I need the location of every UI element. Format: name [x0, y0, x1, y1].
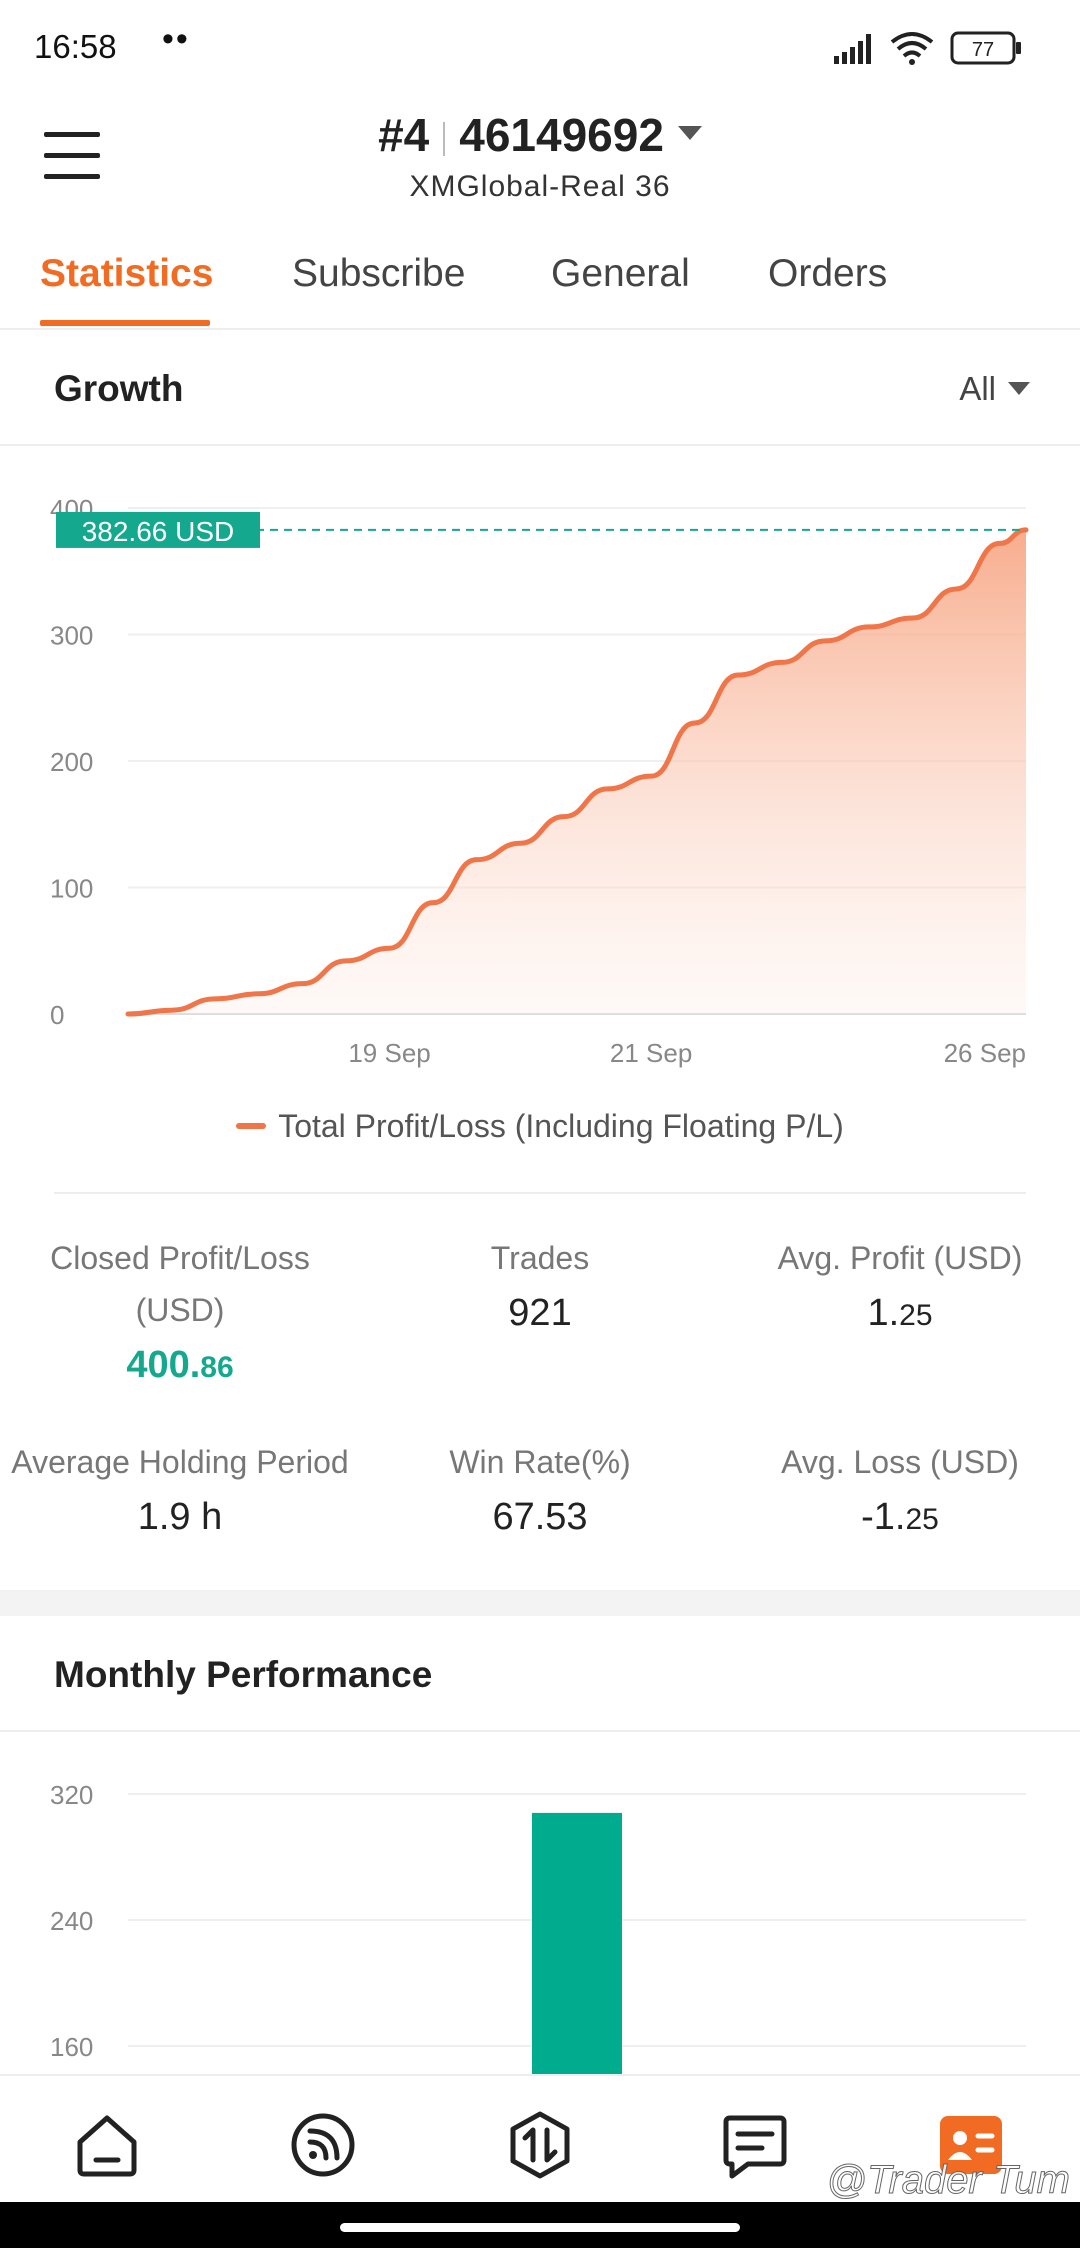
stat-win-rate: Win Rate(%) 67.53 [360, 1436, 720, 1539]
active-tab-indicator [40, 320, 210, 326]
title-separator [443, 121, 446, 156]
status-icons: 77 [834, 31, 1021, 65]
x-tick-label: 19 Sep [348, 1038, 430, 1068]
stat-value: 400.86 [126, 1344, 234, 1386]
gesture-bar [0, 2202, 1080, 2248]
tab-orders[interactable]: Orders [768, 252, 888, 295]
stat-value: 1.9 h [137, 1496, 223, 1538]
tab-subscribe[interactable]: Subscribe [292, 252, 466, 295]
monthly-title: Monthly Performance [54, 1654, 433, 1695]
battery-icon: 77 [950, 31, 1021, 65]
section-gap [0, 1590, 1080, 1616]
tab-bar: Statistics Subscribe General Orders [0, 226, 1080, 330]
chart-legend: Total Profit/Loss (Including Floating P/… [0, 1108, 1080, 1145]
home-gesture-handle[interactable] [340, 2223, 740, 2232]
stat-value: -1.25 [861, 1496, 939, 1538]
app-header: #4 46149692 XMGlobal-Real 36 [0, 96, 1080, 226]
stat-label: Avg. Loss (USD) [781, 1444, 1019, 1480]
stat-label: Avg. Profit (USD) [777, 1240, 1023, 1276]
account-number: 46149692 [459, 109, 664, 161]
stat-closed-pl: Closed Profit/Loss (USD) 400.86 [0, 1232, 360, 1387]
tab-general[interactable]: General [551, 252, 690, 295]
status-time: 16:58 [34, 28, 117, 65]
stat-value: 67.53 [492, 1496, 588, 1538]
stat-value: 1.25 [867, 1292, 933, 1334]
news-icon[interactable] [720, 2110, 790, 2180]
x-tick-label: 26 Sep [944, 1038, 1026, 1068]
legend-label: Total Profit/Loss (Including Floating P/… [278, 1108, 844, 1144]
stat-label: Closed Profit/Loss (USD) [50, 1240, 310, 1328]
monthly-header: Monthly Performance [0, 1618, 1080, 1732]
x-tick-label: 21 Sep [610, 1038, 692, 1068]
status-bar: 16:58 •• 77 [0, 0, 1080, 96]
notification-dots: •• [162, 20, 190, 58]
y-tick-label: 160 [50, 2032, 93, 2062]
divider [54, 1192, 1026, 1194]
account-prefix: #4 [378, 109, 430, 161]
chevron-down-icon [677, 125, 702, 140]
current-value-label: 382.66 USD [82, 516, 235, 547]
y-tick-label: 0 [50, 1000, 64, 1030]
signal-feed-icon[interactable] [288, 2110, 358, 2180]
y-tick-label: 320 [50, 1780, 93, 1810]
stat-label: Win Rate(%) [449, 1444, 631, 1480]
menu-icon[interactable] [40, 126, 106, 186]
stat-trades: Trades 921 [360, 1232, 720, 1335]
y-tick-label: 300 [50, 621, 93, 651]
profile-card-icon[interactable] [936, 2110, 1006, 2180]
range-value: All [959, 370, 996, 407]
chevron-down-icon [1008, 381, 1030, 395]
bottom-nav [0, 2074, 1080, 2202]
signal-icon [834, 34, 871, 64]
y-tick-label: 100 [50, 874, 93, 904]
legend-swatch [236, 1122, 267, 1129]
series-line [125, 527, 1029, 1017]
home-icon[interactable] [72, 2110, 142, 2180]
y-tick-label: 200 [50, 747, 93, 777]
stat-avg-loss: Avg. Loss (USD) -1.25 [720, 1436, 1080, 1539]
stat-avg-holding: Average Holding Period 1.9 h [0, 1436, 360, 1539]
watermark: @Trader Tum [826, 2158, 1071, 2203]
stat-value: 921 [508, 1292, 572, 1334]
current-value-badge [56, 511, 260, 548]
y-tick-label: 240 [50, 1906, 93, 1936]
account-server: XMGlobal-Real 36 [409, 170, 671, 203]
tab-statistics[interactable]: Statistics [40, 252, 214, 295]
growth-title: Growth [54, 368, 184, 409]
monthly-bar[interactable] [532, 1812, 622, 2074]
stat-label: Trades [490, 1240, 590, 1276]
account-selector[interactable]: #4 46149692 [0, 108, 1080, 162]
area-fill [128, 529, 1026, 1014]
trade-icon[interactable] [505, 2110, 575, 2180]
stat-label: Average Holding Period [11, 1444, 349, 1480]
growth-header: Growth All [0, 332, 1080, 446]
stat-avg-profit: Avg. Profit (USD) 1.25 [720, 1232, 1080, 1335]
monthly-chart: 160 240 320 [50, 1780, 1026, 2074]
battery-level: 77 [972, 39, 994, 61]
wifi-icon [890, 32, 934, 65]
range-dropdown[interactable]: All [959, 370, 1030, 408]
